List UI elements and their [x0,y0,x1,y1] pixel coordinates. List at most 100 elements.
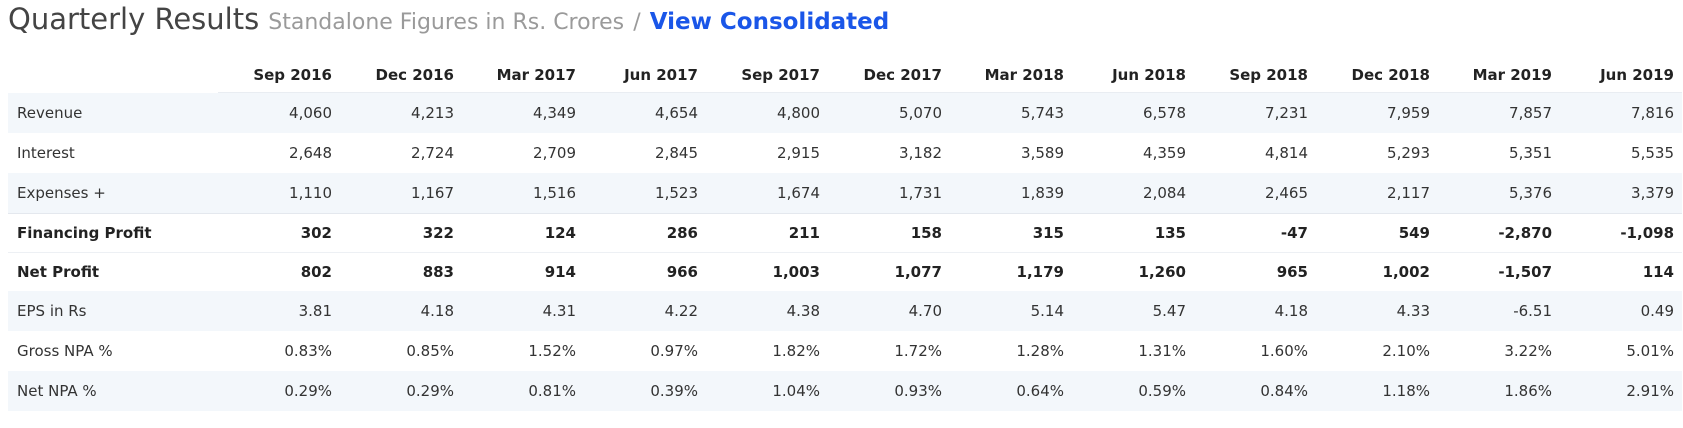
table-cell: 1.86% [1438,371,1560,411]
table-cell: 0.29% [340,371,462,411]
table-cell: 7,959 [1316,92,1438,133]
table-cell: 3,182 [899,144,942,162]
table-cell: 5,743 [950,92,1072,133]
table-cell: 2.91% [1560,371,1682,411]
table-cell: 114 [1560,252,1682,291]
table-cell: 4.18 [340,291,462,331]
table-cell: 966 [584,252,706,291]
table-row-revenue: Revenue 4,060 4,213 4,349 4,654 4,800 5,… [8,92,1682,133]
table-cell: 7,857 [1438,92,1560,133]
table-cell: 4,349 [462,92,584,133]
table-cell: 3,379 [1560,173,1682,214]
table-cell: -47 [1194,213,1316,253]
row-label: Net NPA % [8,371,218,411]
table-cell: 2.10% [1382,342,1430,360]
column-header: Dec 2017 [828,58,950,93]
table-cell: 4,800 [706,92,828,133]
table-cell: 3.22% [1504,342,1552,360]
row-label: Gross NPA % [17,342,113,360]
table-cell: 1.82% [772,342,820,360]
table-cell: 1.28% [1016,342,1064,360]
table-cell: 0.39% [584,371,706,411]
column-header: Sep 2017 [706,58,828,93]
row-label: Net Profit [8,252,218,291]
table-cell: 6,578 [1072,92,1194,133]
table-cell: 4.22 [584,291,706,331]
table-cell: 7,231 [1194,92,1316,133]
table-cell: 211 [706,213,828,253]
row-label: Interest [17,144,75,162]
column-header: Jun 2019 [1560,58,1682,93]
table-cell: 2,709 [533,144,576,162]
view-consolidated-link[interactable]: View Consolidated [649,9,890,35]
table-row-net-npa: Net NPA % 0.29% 0.29% 0.81% 0.39% 1.04% … [8,371,1682,411]
row-label: Financing Profit [8,213,218,253]
table-cell: 3,589 [1021,144,1064,162]
table-cell: 1.72% [894,342,942,360]
table-cell: 2,084 [1072,173,1194,214]
section-subtitle: Standalone Figures in Rs. Crores [268,10,625,35]
table-cell: 4.31 [462,291,584,331]
table-row-interest: Interest 2,648 2,724 2,709 2,845 2,915 3… [8,133,1682,173]
section-title: Quarterly Results [8,2,260,36]
column-header: Sep 2016 [218,58,340,93]
table-cell: 1,077 [828,252,950,291]
table-cell: 1.60% [1260,342,1308,360]
table-cell: 0.49 [1560,291,1682,331]
table-cell: 1.31% [1138,342,1186,360]
table-cell: 5,535 [1631,144,1674,162]
table-cell: 1,110 [218,173,340,214]
column-header: Mar 2019 [1438,58,1560,93]
table-cell: 286 [584,213,706,253]
table-cell: 1,167 [340,173,462,214]
table-cell: 5.47 [1072,291,1194,331]
quarterly-results-table: Sep 2016 Dec 2016 Mar 2017 Jun 2017 Sep … [8,58,1682,411]
table-cell: 1,731 [828,173,950,214]
table-cell: 0.59% [1072,371,1194,411]
table-cell: 2,915 [777,144,820,162]
column-header: Mar 2017 [462,58,584,93]
table-cell: 5,293 [1387,144,1430,162]
column-header: Dec 2018 [1316,58,1438,93]
table-cell: 4.33 [1316,291,1438,331]
table-cell: 549 [1316,213,1438,253]
table-cell: -2,870 [1438,213,1560,253]
table-cell: 4.70 [828,291,950,331]
table-cell: 5,351 [1509,144,1552,162]
table-row-expenses[interactable]: Expenses + 1,110 1,167 1,516 1,523 1,674… [8,173,1682,214]
table-cell: 1,839 [950,173,1072,214]
table-cell: 0.85% [406,342,454,360]
table-cell: 4.38 [706,291,828,331]
table-cell: 4,654 [584,92,706,133]
table-cell: 302 [218,213,340,253]
table-cell: 2,117 [1316,173,1438,214]
table-cell: 124 [462,213,584,253]
table-cell: 0.29% [218,371,340,411]
table-header-row: Sep 2016 Dec 2016 Mar 2017 Jun 2017 Sep … [8,58,1682,93]
table-cell: 3.81 [218,291,340,331]
table-cell: 0.81% [462,371,584,411]
section-header: Quarterly Results Standalone Figures in … [8,0,889,40]
table-cell: -6.51 [1438,291,1560,331]
table-cell: 315 [950,213,1072,253]
row-label: EPS in Rs [8,291,218,331]
table-cell: 2,465 [1194,173,1316,214]
table-cell: 2,845 [655,144,698,162]
table-cell: 322 [340,213,462,253]
header-separator: / [633,10,641,35]
table-cell: 1,179 [950,252,1072,291]
table-cell: 0.83% [284,342,332,360]
table-cell: 1.52% [528,342,576,360]
table-cell: 0.93% [828,371,950,411]
table-cell: 4,814 [1265,144,1308,162]
table-cell: 135 [1072,213,1194,253]
table-cell: 5.01% [1626,342,1674,360]
expenses-expand-toggle[interactable]: Expenses + [8,173,218,214]
table-cell: 5.14 [950,291,1072,331]
table-cell: 4,060 [218,92,340,133]
table-row-eps: EPS in Rs 3.81 4.18 4.31 4.22 4.38 4.70 … [8,291,1682,331]
table-cell: 0.84% [1194,371,1316,411]
column-header: Jun 2018 [1072,58,1194,93]
table-cell: 4,213 [340,92,462,133]
